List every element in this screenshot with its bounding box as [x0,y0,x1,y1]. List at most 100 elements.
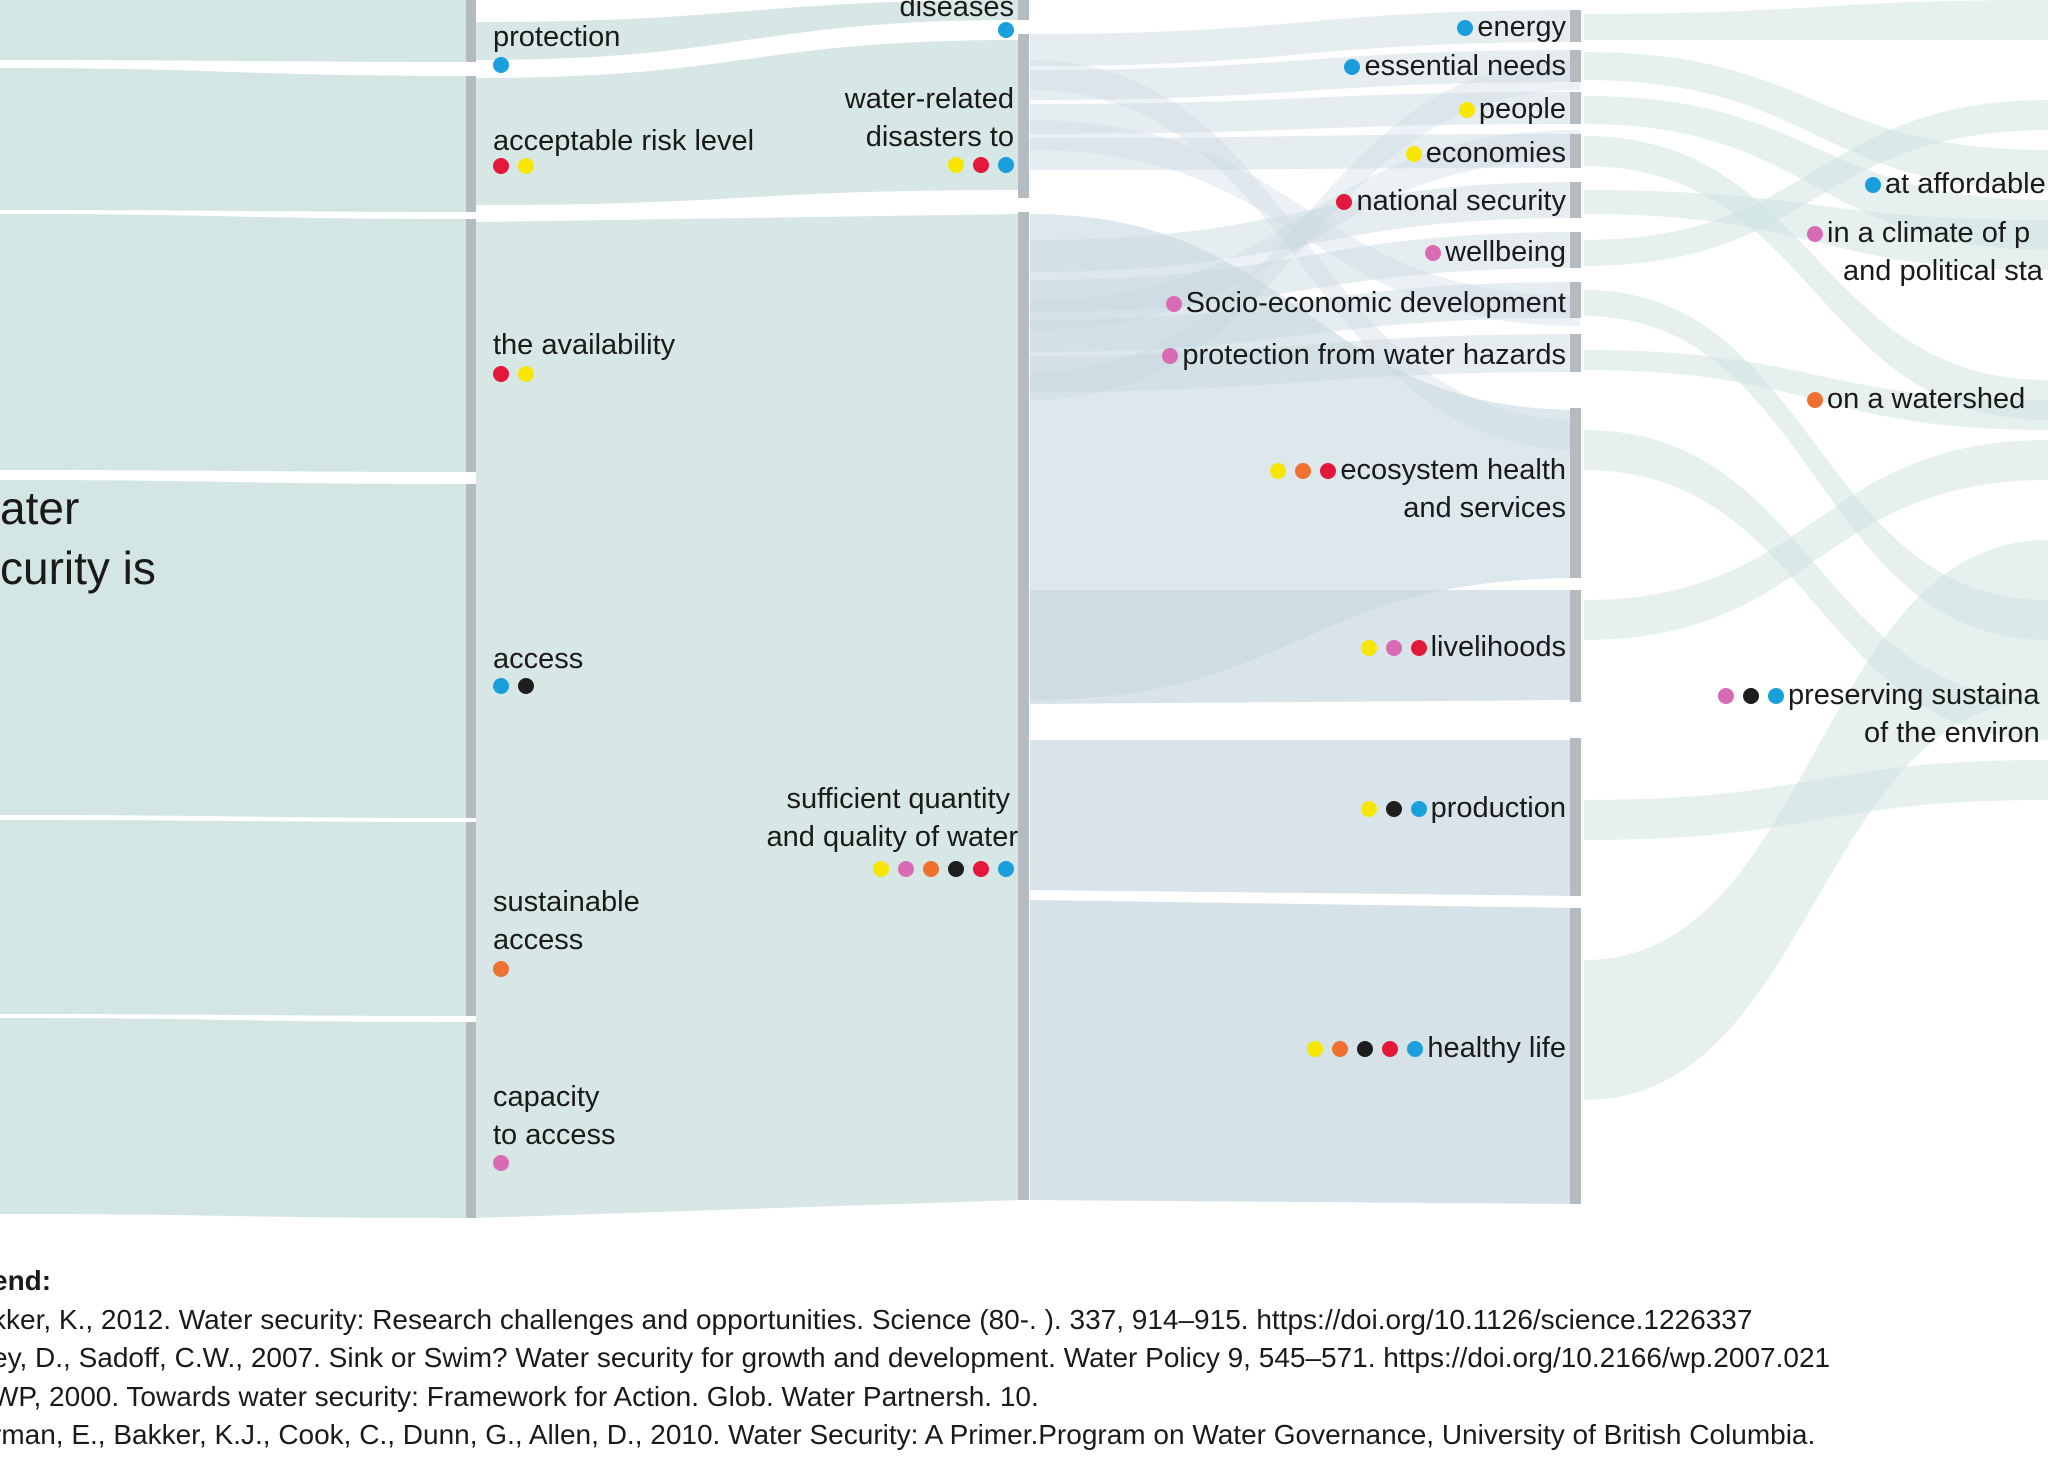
flow-col3-to-col4 [1584,350,2048,430]
category-label-text: at affordable [1885,168,2046,200]
category-label-text: Socio-economic development [1185,287,1566,319]
flow-col2-to-col3 [1030,334,1580,392]
node-bar-col3 [1570,408,1581,578]
flow-col2-to-col3 [1030,182,1580,272]
yellow-dot [1458,102,1475,119]
flow-col2-to-col3 [1030,134,1580,170]
category-dots [1405,146,1422,163]
category-dots [1165,296,1182,313]
category-label-text: on a watershed [1827,383,2026,415]
c3-ecosystem-health-line1: ecosystem health [1270,451,1566,489]
blue-dot [493,678,509,694]
category-dots [1425,245,1442,262]
yellow-dot [873,861,889,877]
node-bar-col3 [1570,10,1581,42]
legend-ref-2: ey, D., Sadoff, C.W., 2007. Sink or Swim… [0,1342,1831,1373]
legend: end: kker, K., 2012. Water security: Res… [0,1262,1830,1455]
blue-dot [493,57,509,73]
legend-ref-4: rman, E., Bakker, K.J., Cook, C., Dunn, … [0,1419,1816,1450]
category-label-text: production [1430,792,1566,824]
c1-sustainable-access-line1: sustainable [493,886,640,918]
c3-livelihoods-label: livelihoods [1360,628,1566,666]
pink-dot [493,1155,509,1171]
title-line-1: ater [0,482,80,534]
legend-ref-1: kker, K., 2012. Water security: Research… [0,1303,1753,1335]
node-bar-col1 [466,1022,476,1218]
category-label-text: in a climate of p [1827,217,2031,249]
c3-ecosystem-health-label: ecosystem health and services [1270,451,1566,527]
c1-sustainable-access-line2: access [493,924,584,956]
c3-protection-from-water-hazards-label: protection from water hazards [1162,336,1566,374]
node-bar-col3 [1570,232,1581,268]
pink-dot [1718,688,1734,705]
c1-sustainable-access-dots [493,961,509,977]
node-bar-col1 [466,76,476,212]
category-dots [1865,177,1881,194]
red-dot [493,366,509,382]
c1-sustainable-access-label: sustainable access [493,883,640,959]
flow-to-ecosystem [1030,214,1580,700]
c2-sufficient-quantity-line2: and quality of water [766,821,1018,853]
category-dots [1344,59,1361,76]
c3-national-security-label: national security [1336,182,1566,220]
category-dots [1360,640,1427,657]
node-bar-col3 [1570,334,1581,372]
c1-capacity-line1: capacity [493,1081,600,1113]
category-label-text: people [1478,93,1566,125]
flow-source-to-col1 [0,0,468,62]
red-dot [1320,463,1337,480]
node-bar-col2 [1018,212,1029,1200]
node-bar-col1 [466,219,476,472]
c3-economies-label: economies [1405,134,1566,172]
flow-col3-to-col4 [1584,540,2048,1100]
c2-water-related-disasters-label: water-related disasters to [845,80,1014,156]
c4-preserving-label: preserving sustaina of the environ [1718,676,2040,752]
flow-cross [1030,130,1580,330]
flow-source-to-col1 [0,68,468,212]
node-bar-col1 [466,484,476,818]
flow-risk-to-disasters [476,40,1020,205]
flow-col3-to-col4 [1584,100,2048,266]
c3-wellbeing-label: wellbeing [1425,233,1566,271]
category-label-text: essential needs [1364,50,1566,82]
black-dot [1743,688,1759,705]
flow-source-to-col1 [0,1018,468,1218]
red-dot [1336,194,1353,211]
category-dots [1270,463,1337,480]
red-dot [1410,640,1427,657]
yellow-dot [1360,801,1377,818]
category-label-text: energy [1477,11,1566,43]
flow-col3-to-col4 [1584,440,2048,640]
category-dots [1807,226,1823,243]
blue-dot [1410,801,1427,818]
pink-dot [1162,348,1179,365]
flow-col3-to-col4 [1584,0,2048,40]
c2-water-related-line2: disasters to [865,121,1014,153]
flow-source-to-col1 [0,480,468,818]
category-label-text: preserving sustaina [1788,679,2040,711]
pink-dot [1425,245,1442,262]
black-dot [948,861,964,877]
yellow-dot [1405,146,1422,163]
node-bar-col3 [1570,908,1581,1204]
pink-dot [1807,226,1823,243]
orange-dot [1807,392,1823,409]
black-dot [518,678,534,694]
c1-acceptable-risk-level-dots [493,158,534,174]
c1-capacity-to-access-dots [493,1155,509,1171]
category-dots [1807,392,1823,409]
blue-dot [1407,1041,1424,1058]
black-dot [1385,801,1402,818]
c2-sufficient-quantity-line1: sufficient quantity [786,783,1010,815]
flow-to-healthy-life [1030,900,1580,1204]
node-bar-col1 [466,0,476,62]
node-bar-col3 [1570,590,1581,702]
c4-climate-line2: and political sta [1843,255,2043,287]
node-bar-col1 [466,822,476,1016]
c4-preserving-line1: preserving sustaina [1718,676,2040,714]
c3-production-label: production [1360,789,1566,827]
category-dots [1360,801,1427,818]
pink-dot [898,861,914,877]
c3-ecosystem-health-line2: and services [1403,492,1566,524]
legend-heading: end: [0,1265,52,1296]
